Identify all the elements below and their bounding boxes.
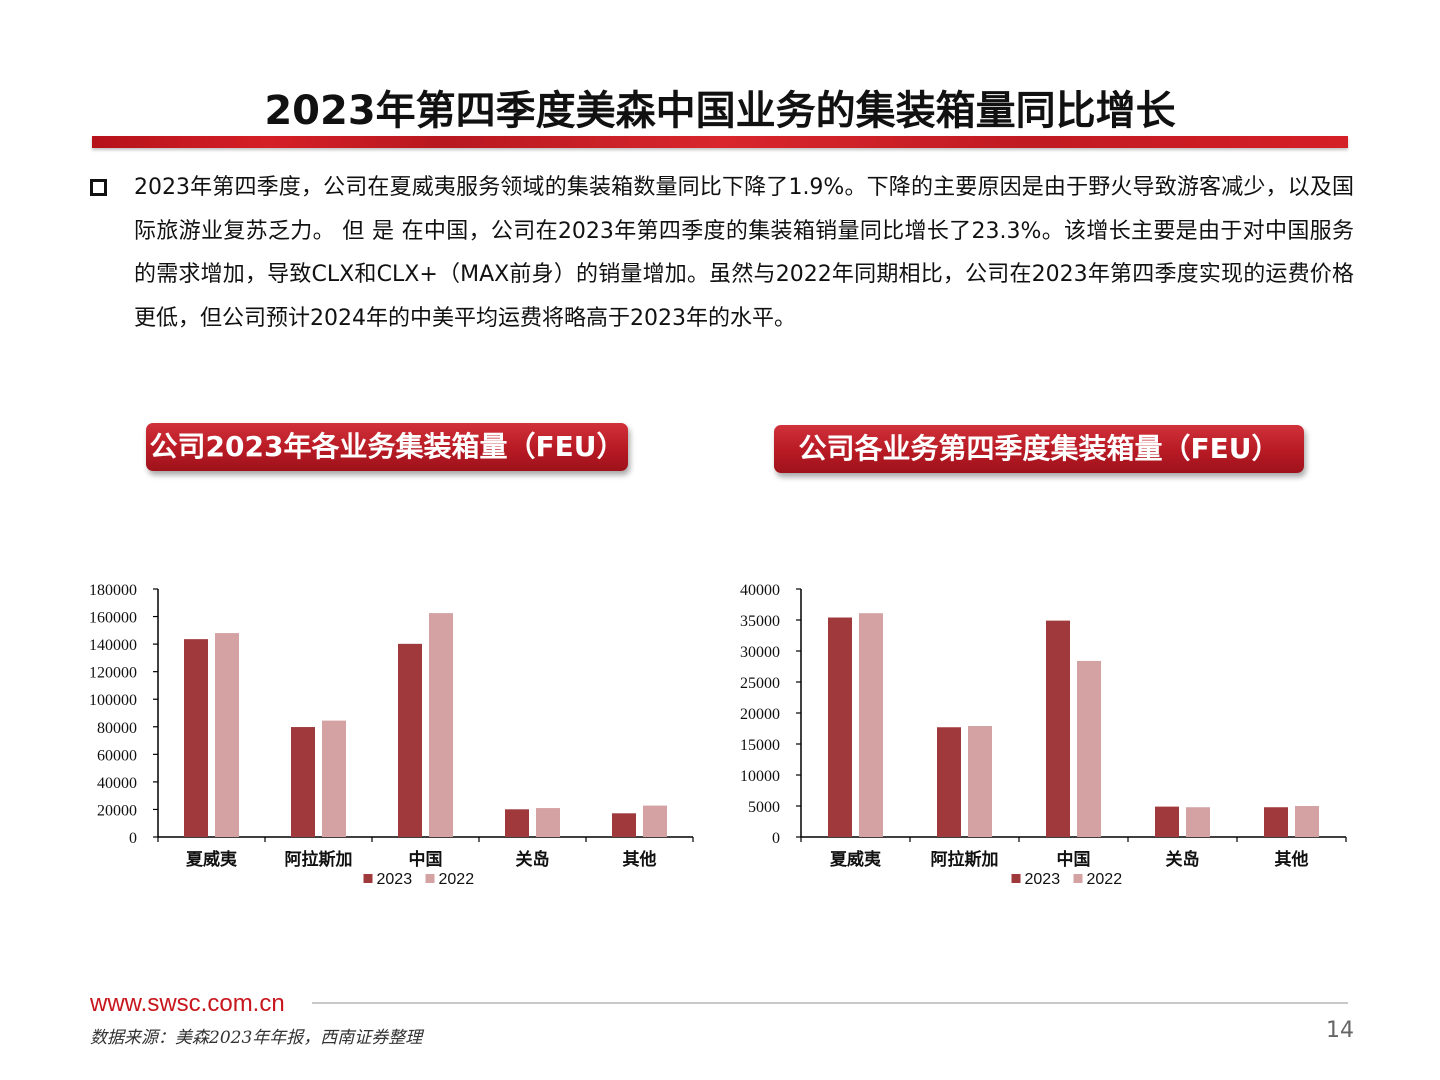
bar-2023: [1046, 620, 1070, 837]
bar-2022: [536, 808, 560, 837]
y-tick-label: 120000: [89, 665, 137, 682]
bar-2022: [643, 805, 667, 837]
bar-2022: [859, 613, 883, 837]
bar-2022: [1295, 806, 1319, 837]
y-tick-label: 15000: [740, 737, 780, 754]
bar-2022: [1077, 660, 1101, 837]
page-number: 14: [1326, 1018, 1354, 1043]
bar-2023: [828, 617, 852, 837]
y-tick-label: 40000: [97, 775, 137, 792]
chart-1-title: 公司2023年各业务集装箱量（FEU）: [146, 423, 628, 471]
x-category-label: 阿拉斯加: [285, 849, 353, 870]
legend-swatch-2023: [363, 874, 373, 883]
x-category-label: 其他: [623, 849, 657, 870]
chart-2-title: 公司各业务第四季度集装箱量（FEU）: [774, 425, 1304, 473]
bar-2023: [398, 643, 422, 837]
y-tick-label: 140000: [89, 637, 137, 654]
bar-2022: [215, 633, 239, 837]
y-tick-label: 30000: [740, 644, 780, 661]
legend-label: 2022: [1087, 871, 1123, 888]
bar-2022: [322, 720, 346, 837]
bar-2023: [291, 727, 315, 837]
bar-2023: [184, 639, 208, 837]
x-category-label: 关岛: [516, 849, 550, 870]
y-tick-label: 20000: [740, 706, 780, 723]
x-category-label: 中国: [1057, 849, 1091, 870]
x-category-label: 夏威夷: [186, 849, 238, 870]
page-title: 2023年第四季度美森中国业务的集装箱量同比增长: [264, 88, 1176, 134]
x-category-label: 夏威夷: [830, 849, 882, 870]
y-tick-label: 0: [129, 830, 137, 847]
y-tick-label: 25000: [740, 675, 780, 692]
x-category-label: 关岛: [1166, 849, 1200, 870]
footer-website[interactable]: www.swsc.com.cn: [90, 990, 285, 1017]
bar-2023: [937, 727, 961, 837]
x-category-label: 其他: [1275, 849, 1309, 870]
y-tick-label: 40000: [740, 582, 780, 599]
y-tick-label: 100000: [89, 692, 137, 709]
bar-2023: [612, 813, 636, 837]
bullet-square-icon: [90, 179, 107, 196]
y-tick-label: 0: [772, 830, 780, 847]
y-tick-label: 80000: [97, 720, 137, 737]
y-tick-label: 5000: [748, 799, 780, 816]
legend-swatch-2022: [1073, 874, 1083, 883]
y-tick-label: 160000: [89, 610, 137, 627]
x-category-label: 阿拉斯加: [931, 849, 999, 870]
legend-label: 2022: [439, 871, 475, 888]
footer-source-note: 数据来源：美森2023年年报，西南证券整理: [90, 1028, 423, 1048]
y-tick-label: 10000: [740, 768, 780, 785]
x-category-label: 中国: [409, 849, 443, 870]
y-tick-label: 20000: [97, 802, 137, 819]
y-tick-label: 60000: [97, 747, 137, 764]
legend-label: 2023: [1025, 871, 1061, 888]
bar-2022: [968, 726, 992, 837]
bar-2022: [1186, 807, 1210, 837]
title-underline-bar: [92, 136, 1348, 148]
bar-2023: [505, 809, 529, 837]
y-tick-label: 180000: [89, 582, 137, 599]
legend-swatch-2022: [425, 874, 435, 883]
y-tick-label: 35000: [740, 613, 780, 630]
legend-swatch-2023: [1011, 874, 1021, 883]
legend-label: 2023: [377, 871, 413, 888]
body-paragraph: 2023年第四季度，公司在夏威夷服务领域的集装箱数量同比下降了1.9%。下降的主…: [134, 175, 1354, 331]
bar-2023: [1264, 807, 1288, 837]
bar-2022: [429, 613, 453, 837]
footer-divider: [312, 1002, 1348, 1004]
bar-2023: [1155, 806, 1179, 837]
